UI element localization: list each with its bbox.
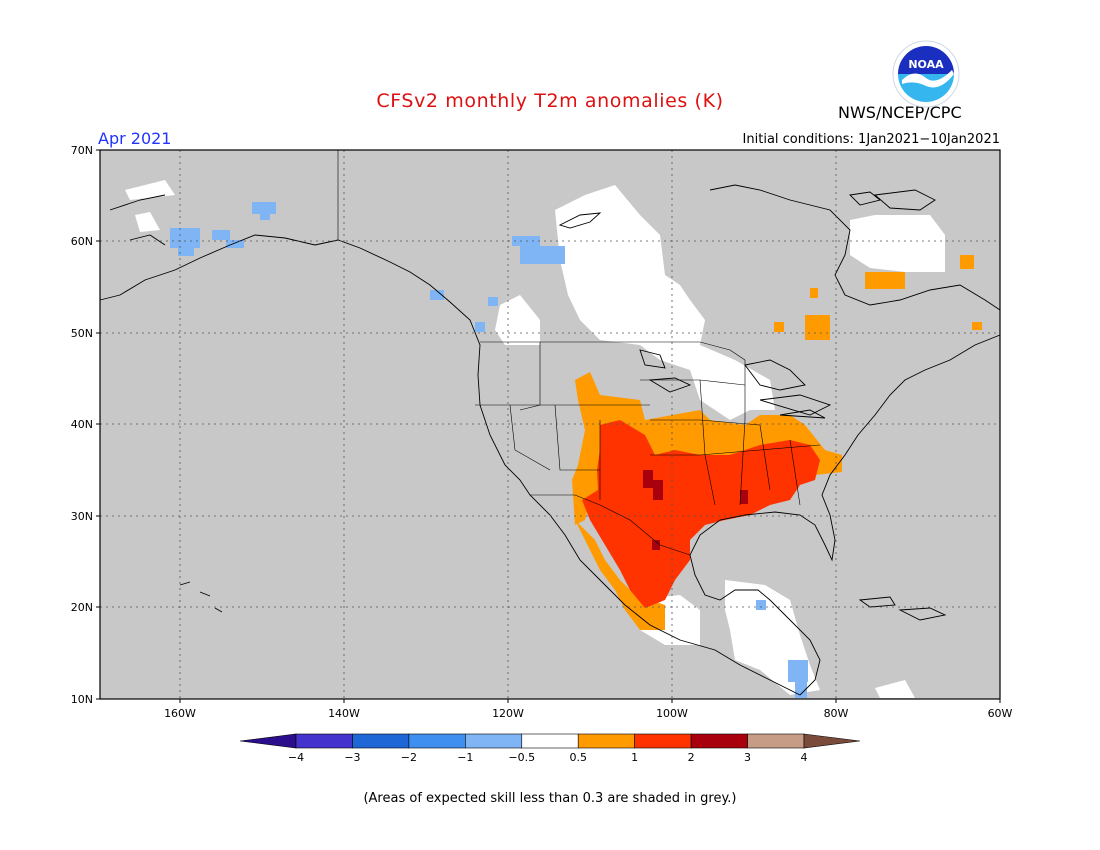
colorbar-swatch xyxy=(577,733,635,749)
colorbar-swatch xyxy=(747,733,805,749)
lon-label-100w: 100W xyxy=(656,707,688,720)
lon-label-60w: 60W xyxy=(988,707,1013,720)
colorbar-tick-label: 3 xyxy=(744,751,751,764)
colorbar-tick-label: −1 xyxy=(457,751,473,764)
longitude-axis: 160W 140W 120W 100W 80W 60W xyxy=(164,699,1013,720)
colorbar-swatch-min-arrow xyxy=(239,733,297,749)
colorbar-swatch xyxy=(634,733,692,749)
colorbar-tick-label: 2 xyxy=(688,751,695,764)
colorbar-swatch-max-arrow xyxy=(803,733,861,749)
colorbar-swatch xyxy=(521,733,579,749)
lon-label-80w: 80W xyxy=(824,707,849,720)
warm-anomaly-strong xyxy=(582,420,820,608)
map-title: CFSv2 monthly T2m anomalies (K) xyxy=(376,90,724,112)
political-boundaries xyxy=(337,150,821,556)
warm-anomaly-extreme xyxy=(643,470,748,550)
grid-lines xyxy=(100,150,1000,699)
colorbar-swatch xyxy=(465,733,523,749)
valid-month-label: Apr 2021 xyxy=(98,129,172,148)
colorbar-swatch xyxy=(295,733,353,749)
noaa-logo-text: NOAA xyxy=(908,58,944,71)
lon-label-120w: 120W xyxy=(492,707,524,720)
colorbar-tick-label: −3 xyxy=(344,751,360,764)
latitude-axis: 70N 60N 50N 40N 30N 20N 10N xyxy=(71,144,100,706)
colorbar-ticks: −4 −3 −2 −1 −0.5 0.5 1 2 3 4 xyxy=(288,751,808,764)
lat-label-60n: 60N xyxy=(71,235,93,248)
noaa-logo-icon: NOAA xyxy=(892,40,960,108)
colorbar-tick-label: −2 xyxy=(401,751,417,764)
colorbar-tick-label: −0.5 xyxy=(508,751,535,764)
initial-conditions-label: Initial conditions: 1Jan2021−10Jan2021 xyxy=(742,132,1000,147)
lon-label-140w: 140W xyxy=(328,707,360,720)
colorbar-swatch xyxy=(408,733,466,749)
lon-label-160w: 160W xyxy=(164,707,196,720)
lat-label-70n: 70N xyxy=(71,144,93,157)
colorbar-tick-label: 0.5 xyxy=(569,751,587,764)
colorbar-swatch xyxy=(352,733,410,749)
colorbar-tick-label: 1 xyxy=(631,751,638,764)
organization-label: NWS/NCEP/CPC xyxy=(838,103,962,122)
colorbar-tick-label: −4 xyxy=(288,751,304,764)
lat-label-20n: 20N xyxy=(71,601,93,614)
lat-label-40n: 40N xyxy=(71,418,93,431)
lat-label-30n: 30N xyxy=(71,510,93,523)
lat-label-10n: 10N xyxy=(71,693,93,706)
skill-note: (Areas of expected skill less than 0.3 a… xyxy=(363,791,737,806)
colorbar-swatch xyxy=(690,733,748,749)
colorbar-tick-label: 4 xyxy=(801,751,808,764)
colorbar-swatches xyxy=(239,733,861,749)
lat-label-50n: 50N xyxy=(71,327,93,340)
coastlines xyxy=(99,184,1001,696)
